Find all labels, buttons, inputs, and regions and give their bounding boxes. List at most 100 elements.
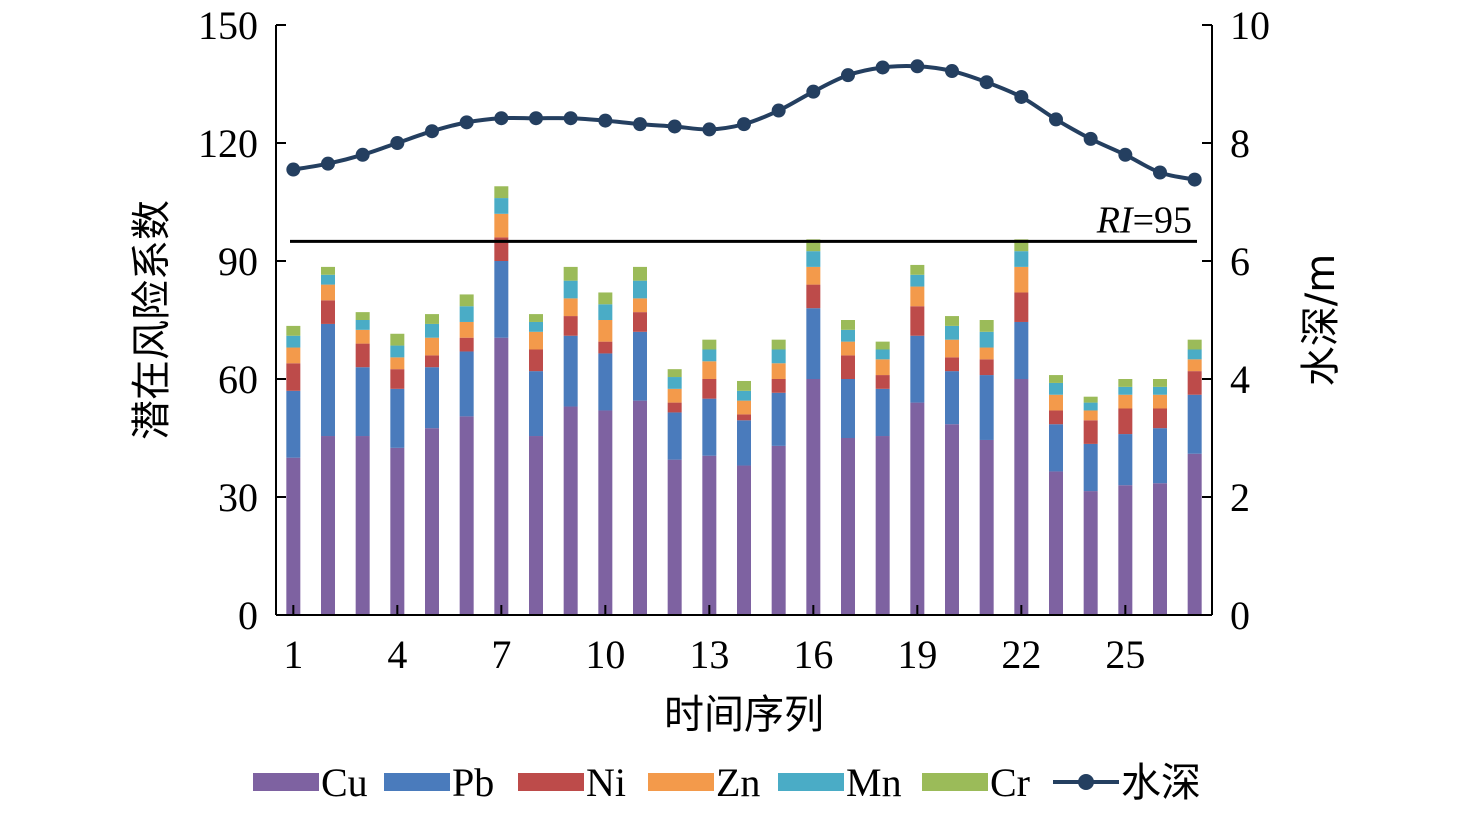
bar-mn-11	[633, 280, 647, 299]
legend-swatch-marker	[1078, 774, 1094, 790]
bar-ni-24	[1083, 420, 1098, 444]
bar-cu-2	[321, 436, 335, 615]
x-tick-label-10: 10	[585, 632, 625, 677]
bar-ni-20	[945, 357, 959, 372]
bar-pb-25	[1118, 434, 1133, 486]
bar-cr-22	[1014, 239, 1029, 252]
bar-zn-2	[321, 284, 335, 301]
x-axis-title: 时间序列	[664, 692, 824, 738]
x-tick-label-1: 1	[283, 632, 303, 677]
depth-point-17	[841, 68, 855, 83]
bar-zn-7	[494, 213, 509, 238]
y-tick-label-0: 0	[238, 593, 258, 638]
bar-zn-26	[1153, 394, 1167, 409]
bar-pb-21	[979, 375, 994, 440]
bar-mn-20	[945, 325, 959, 340]
bar-cu-1	[286, 457, 301, 615]
bar-cu-4	[390, 447, 405, 615]
bar-cr-18	[875, 341, 890, 350]
y2-tick-label-6: 6	[1230, 239, 1250, 284]
bar-cu-7	[494, 337, 509, 615]
bar-pb-11	[633, 331, 647, 401]
bar-pb-18	[875, 388, 890, 437]
bar-mn-5	[425, 323, 439, 338]
depth-point-9	[563, 111, 578, 126]
legend-swatch-cr	[922, 773, 988, 791]
legend-swatch-ni	[518, 773, 584, 791]
bar-zn-27	[1187, 359, 1202, 372]
bar-ni-17	[841, 355, 855, 379]
bar-cu-8	[529, 436, 543, 615]
bar-pb-26	[1153, 428, 1167, 484]
bar-mn-10	[598, 304, 613, 320]
bar-cr-27	[1187, 339, 1202, 350]
bar-cu-22	[1014, 379, 1029, 615]
bar-cr-16	[806, 239, 821, 252]
bar-zn-13	[702, 361, 717, 379]
x-tick-label-16: 16	[793, 632, 833, 677]
bar-zn-18	[875, 359, 890, 376]
x-tick-label-19: 19	[897, 632, 937, 677]
bar-cu-12	[667, 459, 682, 615]
axes: 0 30 60 90 120 150 0 2 4 6 8 10 1 4 7 10 13 16 19 22 25	[198, 3, 1270, 677]
reference-line-label: RI=95	[1096, 199, 1192, 241]
bar-cu-26	[1153, 483, 1167, 615]
bar-cr-17	[841, 320, 855, 330]
bar-ni-21	[979, 359, 994, 376]
bar-mn-4	[390, 345, 405, 358]
bar-pb-7	[494, 261, 509, 338]
bar-ni-9	[563, 316, 578, 336]
bar-zn-5	[425, 337, 439, 356]
bar-zn-25	[1118, 394, 1133, 409]
bar-cu-9	[563, 406, 578, 615]
depth-point-14	[737, 117, 751, 132]
bar-ni-4	[390, 369, 405, 389]
bar-cu-3	[355, 436, 370, 615]
legend-label-cu: Cu	[321, 760, 368, 805]
bar-ni-27	[1187, 371, 1202, 395]
y-tick-label-30: 30	[218, 475, 258, 520]
y2-tick-label-2: 2	[1230, 475, 1250, 520]
bar-zn-20	[945, 339, 959, 358]
depth-point-22	[1014, 89, 1029, 104]
bar-zn-22	[1014, 266, 1029, 293]
bar-cr-2	[321, 266, 335, 275]
bar-cu-18	[875, 436, 890, 615]
bar-ni-6	[459, 337, 474, 352]
bar-cr-13	[702, 339, 717, 350]
bar-cr-9	[563, 266, 578, 281]
depth-point-3	[355, 147, 370, 162]
legend-label-zn: Zn	[716, 760, 760, 805]
legend-label-depth: 水深	[1121, 760, 1201, 806]
depth-point-23	[1049, 112, 1063, 127]
x-tick-label-22: 22	[1001, 632, 1041, 677]
bar-zn-14	[737, 400, 751, 415]
bar-cu-25	[1118, 485, 1133, 615]
depth-point-13	[702, 122, 717, 137]
y-tick-label-150: 150	[198, 3, 258, 48]
y-tick-label-120: 120	[198, 121, 258, 166]
bar-pb-19	[910, 335, 925, 403]
bar-ni-5	[425, 355, 439, 368]
legend-swatch-pb	[384, 773, 450, 791]
depth-point-2	[321, 156, 335, 171]
bar-cr-6	[459, 294, 474, 307]
x-tick-label-13: 13	[689, 632, 729, 677]
reference-label-value: =95	[1133, 199, 1192, 241]
bar-pb-24	[1083, 443, 1098, 492]
bar-cu-24	[1083, 491, 1098, 615]
bar-pb-13	[702, 398, 717, 456]
bar-mn-16	[806, 251, 821, 267]
bar-zn-12	[667, 388, 682, 403]
depth-point-27	[1187, 172, 1202, 187]
bar-ni-10	[598, 341, 613, 354]
y-tick-label-90: 90	[218, 239, 258, 284]
depth-point-15	[771, 103, 786, 118]
legend-label-mn: Mn	[846, 760, 902, 805]
bar-cu-13	[702, 455, 717, 615]
bar-zn-10	[598, 320, 613, 342]
legend-swatch-cu	[253, 773, 319, 791]
y2-axis-title: 水深/m	[1298, 254, 1344, 386]
bar-ni-18	[875, 375, 890, 389]
